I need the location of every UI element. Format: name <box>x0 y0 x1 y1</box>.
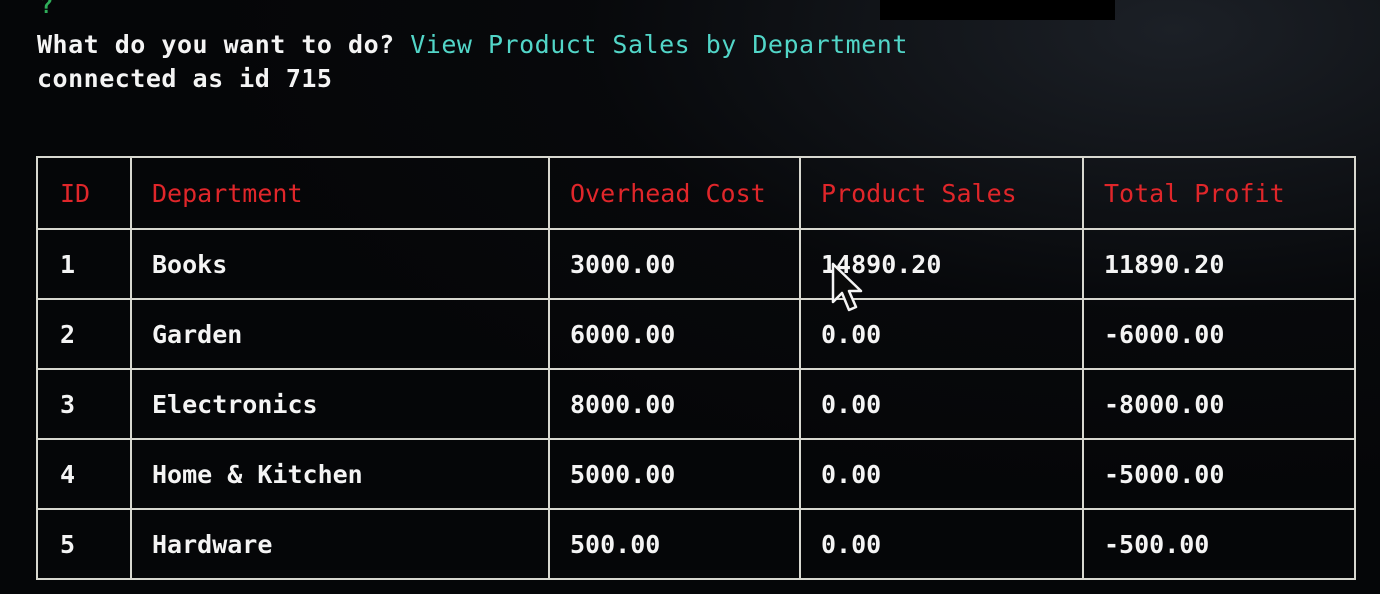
cell-product-sales: 0.00 <box>799 298 1084 370</box>
cell-id: 1 <box>36 228 132 300</box>
prompt-answer: View Product Sales by Department <box>410 30 908 59</box>
table-row: 1 Books 3000.00 14890.20 11890.20 <box>36 228 1356 300</box>
cell-id: 2 <box>36 298 132 370</box>
cell-department: Home & Kitchen <box>130 438 550 510</box>
cell-total-profit: 11890.20 <box>1082 228 1356 300</box>
cell-overhead-cost: 5000.00 <box>548 438 801 510</box>
cell-product-sales: 0.00 <box>799 368 1084 440</box>
prompt-mark: ? <box>40 0 54 19</box>
cell-id: 3 <box>36 368 132 440</box>
table-header-row: ID Department Overhead Cost Product Sale… <box>36 156 1356 230</box>
department-sales-table: ID Department Overhead Cost Product Sale… <box>36 156 1356 580</box>
cell-department: Garden <box>130 298 550 370</box>
cell-overhead-cost: 6000.00 <box>548 298 801 370</box>
header-department: Department <box>130 156 550 230</box>
header-overhead-cost: Overhead Cost <box>548 156 801 230</box>
header-total-profit: Total Profit <box>1082 156 1356 230</box>
cell-department: Electronics <box>130 368 550 440</box>
cell-product-sales: 0.00 <box>799 508 1084 580</box>
cell-id: 4 <box>36 438 132 510</box>
table-row: 5 Hardware 500.00 0.00 -500.00 <box>36 508 1356 580</box>
cell-overhead-cost: 500.00 <box>548 508 801 580</box>
cell-total-profit: -8000.00 <box>1082 368 1356 440</box>
cell-product-sales: 0.00 <box>799 438 1084 510</box>
prompt-question: What do you want to do? <box>37 30 395 59</box>
table-row: 2 Garden 6000.00 0.00 -6000.00 <box>36 298 1356 370</box>
cell-department: Books <box>130 228 550 300</box>
cell-total-profit: -5000.00 <box>1082 438 1356 510</box>
table-row: 3 Electronics 8000.00 0.00 -8000.00 <box>36 368 1356 440</box>
cell-department: Hardware <box>130 508 550 580</box>
cell-overhead-cost: 3000.00 <box>548 228 801 300</box>
mouse-pointer-icon <box>831 262 863 312</box>
cell-overhead-cost: 8000.00 <box>548 368 801 440</box>
table-row: 4 Home & Kitchen 5000.00 0.00 -5000.00 <box>36 438 1356 510</box>
terminal-top-bar <box>880 0 1115 20</box>
prompt-line: What do you want to do? View Product Sal… <box>37 30 908 59</box>
cell-total-profit: -6000.00 <box>1082 298 1356 370</box>
connection-status: connected as id 715 <box>37 64 333 93</box>
header-product-sales: Product Sales <box>799 156 1084 230</box>
header-id: ID <box>36 156 132 230</box>
cell-id: 5 <box>36 508 132 580</box>
cell-total-profit: -500.00 <box>1082 508 1356 580</box>
